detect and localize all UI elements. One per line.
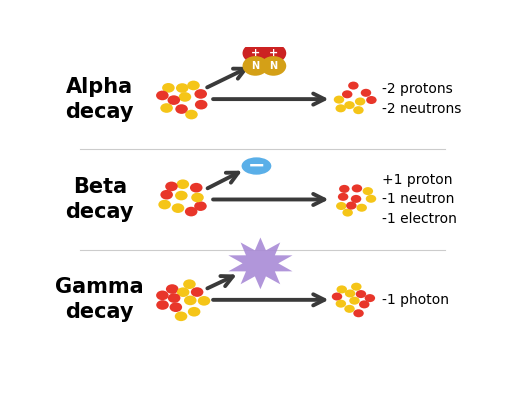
- Circle shape: [346, 201, 356, 210]
- Circle shape: [261, 56, 286, 76]
- Circle shape: [195, 89, 207, 99]
- Circle shape: [175, 312, 187, 321]
- Circle shape: [176, 83, 188, 93]
- Circle shape: [165, 182, 178, 191]
- Circle shape: [187, 81, 200, 90]
- Circle shape: [334, 96, 344, 103]
- Circle shape: [351, 283, 361, 291]
- Circle shape: [175, 191, 187, 200]
- Circle shape: [169, 303, 182, 312]
- Circle shape: [366, 96, 377, 104]
- Circle shape: [361, 89, 371, 97]
- Polygon shape: [228, 237, 292, 289]
- Circle shape: [194, 201, 207, 211]
- Circle shape: [345, 290, 355, 297]
- Circle shape: [366, 195, 376, 203]
- Circle shape: [168, 293, 180, 303]
- Circle shape: [188, 307, 200, 316]
- Circle shape: [191, 287, 203, 297]
- Text: +: +: [251, 48, 260, 58]
- Circle shape: [356, 204, 367, 212]
- Ellipse shape: [242, 157, 271, 175]
- Circle shape: [261, 43, 286, 63]
- Circle shape: [195, 100, 207, 109]
- Circle shape: [160, 103, 173, 113]
- Circle shape: [243, 43, 268, 63]
- Circle shape: [156, 300, 169, 310]
- Text: -2 protons
-2 neutrons: -2 protons -2 neutrons: [382, 82, 462, 116]
- Text: Alpha
decay: Alpha decay: [66, 77, 134, 122]
- Circle shape: [177, 287, 189, 297]
- Circle shape: [183, 279, 196, 289]
- Circle shape: [156, 90, 168, 100]
- Text: Gamma
decay: Gamma decay: [55, 277, 144, 322]
- Circle shape: [184, 295, 197, 305]
- Circle shape: [339, 185, 350, 193]
- Text: +1 proton
-1 neutron
-1 electron: +1 proton -1 neutron -1 electron: [382, 173, 457, 226]
- Text: N: N: [251, 61, 260, 71]
- Circle shape: [336, 286, 347, 293]
- Circle shape: [335, 104, 346, 112]
- Circle shape: [351, 195, 361, 203]
- Circle shape: [356, 290, 366, 298]
- Circle shape: [177, 179, 189, 189]
- Circle shape: [348, 82, 358, 90]
- Circle shape: [349, 297, 360, 305]
- Circle shape: [198, 296, 210, 306]
- Circle shape: [359, 300, 370, 308]
- Circle shape: [185, 207, 198, 216]
- Circle shape: [344, 305, 355, 313]
- Circle shape: [162, 83, 175, 93]
- Circle shape: [185, 110, 198, 119]
- Text: Beta
decay: Beta decay: [66, 177, 134, 222]
- Circle shape: [338, 193, 348, 201]
- Circle shape: [365, 294, 375, 302]
- Circle shape: [336, 202, 347, 210]
- Circle shape: [166, 284, 179, 294]
- Text: −: −: [248, 156, 265, 176]
- Circle shape: [243, 56, 268, 76]
- Circle shape: [158, 200, 171, 209]
- Circle shape: [343, 209, 353, 216]
- Circle shape: [156, 291, 168, 300]
- Text: -1 photon: -1 photon: [382, 293, 449, 307]
- Circle shape: [353, 106, 364, 114]
- Text: +: +: [269, 48, 278, 58]
- Circle shape: [336, 300, 346, 308]
- Circle shape: [172, 203, 184, 213]
- Circle shape: [332, 293, 342, 301]
- Circle shape: [191, 193, 204, 202]
- Circle shape: [353, 309, 364, 317]
- Circle shape: [342, 90, 352, 98]
- Circle shape: [190, 183, 203, 192]
- Circle shape: [352, 184, 362, 192]
- Text: N: N: [269, 61, 278, 71]
- Circle shape: [167, 95, 180, 105]
- Circle shape: [362, 187, 373, 195]
- Circle shape: [175, 104, 188, 114]
- Circle shape: [160, 190, 173, 199]
- Circle shape: [179, 92, 191, 102]
- Circle shape: [344, 101, 355, 109]
- Circle shape: [355, 98, 366, 105]
